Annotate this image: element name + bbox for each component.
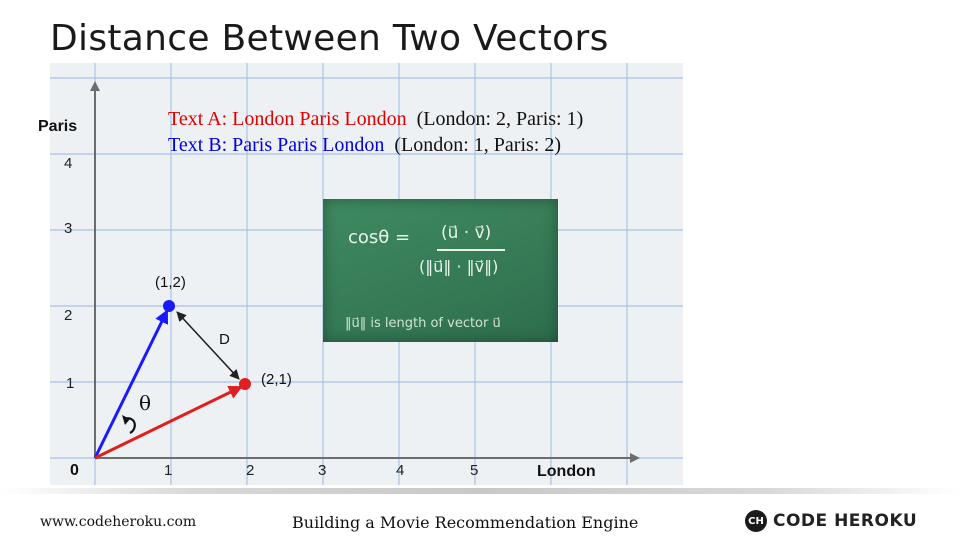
text-a-counts: (London: 2, Paris: 1)	[416, 108, 584, 130]
x-tick-label: 5	[470, 462, 479, 479]
slide-title: Distance Between Two Vectors	[50, 18, 609, 59]
y-tick-label: 2	[64, 307, 73, 324]
formula-note: ‖u⃗‖ is length of vector u⃗	[345, 316, 501, 331]
footer-course-title: Building a Movie Recommendation Engine	[292, 513, 639, 532]
text-b-words: Text B: Paris Paris London	[168, 134, 385, 156]
angle-arc-head	[122, 415, 130, 425]
x-tick-label: 4	[396, 462, 405, 479]
angle-label: θ	[139, 391, 152, 415]
origin-label: 0	[70, 462, 79, 479]
text-b-counts: (London: 1, Paris: 2)	[394, 134, 562, 156]
text-a-words: Text A: London Paris London	[168, 108, 407, 130]
graph-paper	[50, 63, 683, 485]
footer-website: www.codeheroku.com	[40, 514, 197, 530]
point-a	[163, 300, 175, 312]
vector-a	[94, 385, 243, 460]
distance-line	[176, 311, 240, 380]
text-a-line: Text A: London Paris London (London: 2, …	[168, 108, 583, 131]
text-b-line: Text B: Paris Paris London (London: 1, P…	[168, 134, 561, 157]
footer-divider	[0, 488, 960, 494]
formula-chalkboard: cosθ = (u⃗ · v⃗) (‖u⃗‖ · ‖v⃗‖) ‖u⃗‖ is l…	[323, 199, 558, 342]
formula-denominator: (‖u⃗‖ · ‖v⃗‖)	[419, 257, 499, 276]
point-b-label: (2,1)	[261, 371, 292, 388]
y-axis-label: Paris	[38, 118, 78, 135]
point-a-label: (1,2)	[155, 274, 186, 291]
point-b	[239, 378, 251, 390]
x-axis-label: London	[537, 463, 596, 480]
y-tick-label: 3	[64, 220, 73, 237]
fraction-bar	[437, 249, 505, 251]
x-tick-label: 2	[246, 462, 255, 479]
code-heroku-logo-icon: CH	[745, 510, 767, 532]
brand-logo: CH CODE HEROKU	[745, 510, 917, 532]
brand-name: CODE HEROKU	[773, 511, 918, 531]
x-tick-label: 1	[164, 462, 173, 479]
formula-numerator: (u⃗ · v⃗)	[441, 223, 492, 243]
y-tick-label: 4	[64, 155, 73, 172]
formula-lhs: cosθ =	[348, 227, 411, 248]
y-tick-label: 1	[66, 375, 75, 392]
x-tick-label: 3	[318, 462, 327, 479]
distance-label: D	[219, 331, 230, 348]
vector-b	[93, 309, 169, 459]
